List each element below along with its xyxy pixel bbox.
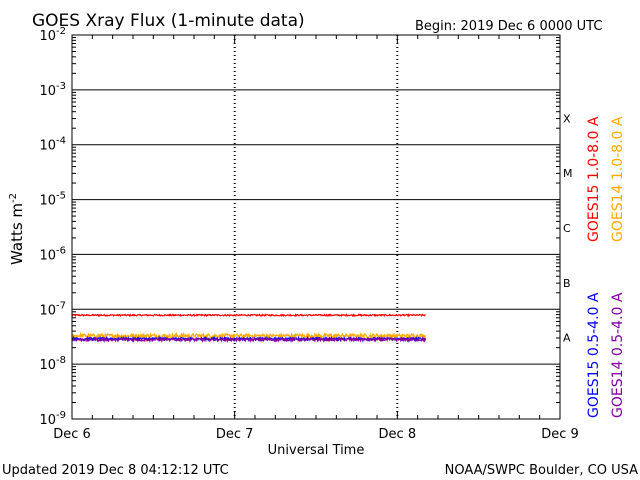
chart-title: GOES Xray Flux (1-minute data) (32, 11, 305, 31)
plot-grid (71, 35, 561, 419)
legend-entry: GOES15 1.0-8.0 A (586, 116, 602, 242)
y-tick-labels: 10-2 10-3 10-4 10-5 10-6 10-7 10-8 10-9 (39, 26, 66, 428)
legend-right: GOES15 1.0-8.0 A GOES14 1.0-8.0 A GOES15 0… (586, 116, 626, 418)
x-axis-label: Universal Time (268, 443, 365, 458)
x-tick-label: Dec 7 (216, 427, 254, 442)
x-tick-labels: Dec 6 Dec 7 Dec 8 Dec 9 (53, 427, 579, 442)
y-axis-label: Watts m-2 (8, 193, 26, 265)
x-tick-label: Dec 6 (53, 427, 91, 442)
flare-class-label: C (563, 222, 571, 235)
flare-class-label: A (563, 332, 571, 345)
flare-class-labels: X M C B A (563, 112, 573, 344)
series-lines (71, 313, 427, 344)
legend-entry: GOES14 0.5-4.0 A (610, 292, 626, 418)
y-tick-label: 10-3 (39, 81, 66, 99)
y-tick-label: 10-9 (39, 410, 66, 428)
y-tick-label: 10-2 (39, 26, 66, 44)
flare-class-label: X (563, 112, 571, 125)
series-line-1 (71, 331, 427, 340)
updated-timestamp: Updated 2019 Dec 8 04:12:12 UTC (2, 463, 229, 478)
y-tick-label: 10-5 (39, 191, 66, 209)
flare-class-label: B (563, 277, 571, 290)
legend-entry: GOES14 1.0-8.0 A (610, 116, 626, 242)
y-tick-label: 10-4 (39, 136, 66, 154)
begin-time: Begin: 2019 Dec 6 0000 UTC (415, 19, 602, 34)
legend-entry: GOES15 0.5-4.0 A (586, 292, 602, 418)
plot-frame (71, 34, 561, 420)
x-tick-label: Dec 9 (541, 427, 579, 442)
y-tick-label: 10-6 (39, 245, 66, 263)
series-line-3 (71, 335, 426, 344)
flare-class-label: M (563, 167, 573, 180)
y-tick-label: 10-7 (39, 300, 66, 318)
credit-text: NOAA/SWPC Boulder, CO USA (445, 463, 638, 478)
series-line-0 (71, 313, 426, 318)
x-tick-label: Dec 8 (379, 427, 417, 442)
y-tick-label: 10-8 (39, 355, 66, 373)
